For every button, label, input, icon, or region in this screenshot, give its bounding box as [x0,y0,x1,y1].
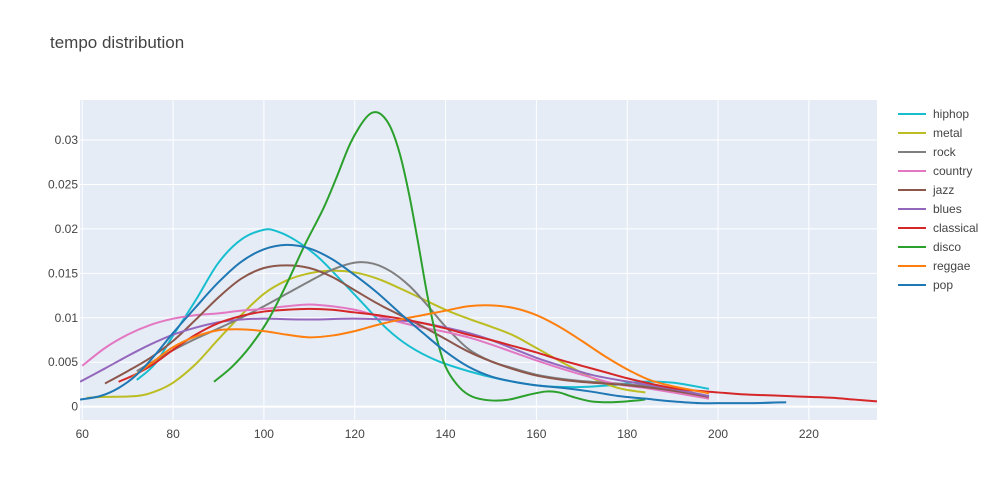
legend-label: blues [933,202,962,216]
x-gridlines [81,100,810,420]
y-tick-label: 0.025 [48,177,78,191]
legend-item-rock[interactable]: rock [898,145,957,159]
x-tick-label: 220 [799,427,819,441]
legend-item-reggae[interactable]: reggae [898,259,971,273]
legend-item-classical[interactable]: classical [898,221,978,235]
x-tick-label: 120 [345,427,365,441]
chart-title: tempo distribution [50,33,185,52]
series-line-hiphop [136,228,710,390]
y-tick-label: 0.015 [48,266,78,280]
legend-item-jazz[interactable]: jazz [898,183,954,197]
x-tick-label: 140 [436,427,456,441]
y-gridlines [80,139,877,408]
legend-item-metal[interactable]: metal [898,126,962,140]
series-line-disco [213,111,646,404]
legend-label: pop [933,278,953,292]
legend-item-hiphop[interactable]: hiphop [898,107,969,121]
x-tick-label: 100 [254,427,274,441]
legend-label: rock [933,145,957,159]
legend-label: country [933,164,972,178]
plot-background [80,100,877,420]
x-tick-label: 200 [708,427,728,441]
series-line-classical [118,307,877,403]
legend-label: metal [933,126,962,140]
x-axis-ticks: 60 80 100 120 140 160 180 200 220 [76,427,820,441]
y-axis-ticks: 0 0.005 0.01 0.015 0.02 0.025 0.03 [48,133,78,414]
y-tick-label: 0.01 [55,311,79,325]
y-tick-label: 0.03 [55,133,79,147]
legend-item-disco[interactable]: disco [898,240,961,254]
y-tick-label: 0 [71,400,78,414]
series-line-reggae [131,304,710,395]
series-line-pop [80,243,787,405]
legend-label: reggae [933,259,971,273]
x-tick-label: 160 [526,427,546,441]
series-line-jazz [104,264,710,398]
legend-label: hiphop [933,107,969,121]
series-line-metal [86,269,646,399]
y-tick-label: 0.005 [48,355,78,369]
legend-label: classical [933,221,978,235]
series-layer [80,111,877,405]
y-tick-label: 0.02 [55,222,79,236]
x-tick-label: 80 [166,427,180,441]
legend[interactable]: hiphop metal rock country jazz blues classical… [898,107,978,292]
x-tick-label: 60 [76,427,90,441]
x-tick-label: 180 [617,427,637,441]
legend-item-country[interactable]: country [898,164,972,178]
legend-label: jazz [932,183,954,197]
legend-label: disco [933,240,961,254]
legend-item-pop[interactable]: pop [898,278,953,292]
legend-item-blues[interactable]: blues [898,202,962,216]
